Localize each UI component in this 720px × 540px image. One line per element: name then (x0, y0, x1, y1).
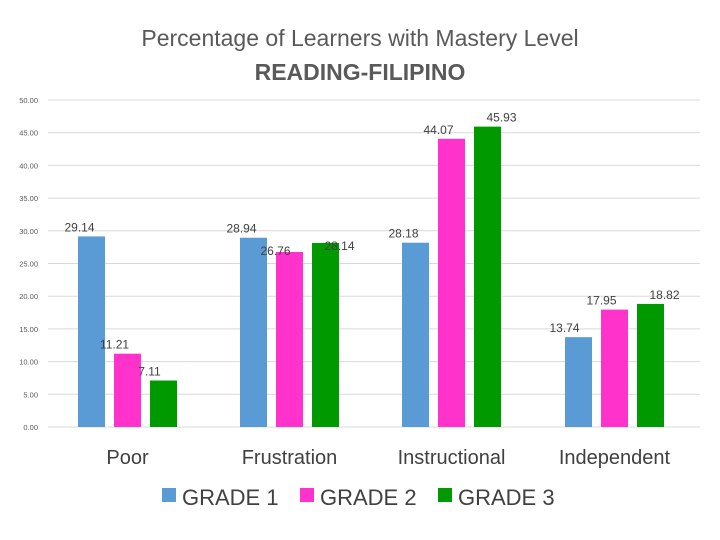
x-tick-label: Independent (559, 447, 671, 469)
bar-grade-1-independent (565, 337, 592, 427)
bar-grade-2-instructional (438, 138, 465, 427)
y-tick-label: 35.00 (19, 194, 38, 203)
legend-swatch (300, 488, 314, 502)
y-tick-label: 40.00 (19, 161, 38, 170)
legend: GRADE 1 GRADE 2 GRADE 3 (162, 485, 555, 510)
chart-title-line2: READING-FILIPINO (255, 59, 466, 85)
y-axis-ticks: 0.00 5.00 10.00 15.00 20.00 25.00 30.00 35.00 40… (19, 96, 38, 432)
y-tick-label: 15.00 (19, 325, 38, 334)
bar-grade-2-poor (114, 353, 141, 427)
data-label: 11.21 (100, 338, 129, 352)
data-label: 7.11 (138, 365, 161, 379)
legend-swatch (162, 488, 176, 502)
bar-grade-3-independent (637, 303, 664, 427)
data-label: 17.95 (586, 294, 616, 308)
bar-grade-2-frustration (276, 251, 303, 427)
x-tick-label: Frustration (242, 447, 338, 469)
bar-grade-1-poor (78, 236, 105, 427)
chart-title-line1: Percentage of Learners with Mastery Leve… (141, 25, 578, 51)
data-label: 13.74 (549, 321, 579, 335)
bar-grade-3-instructional (474, 126, 501, 427)
data-label: 28.94 (226, 222, 256, 236)
data-label: 28.18 (388, 227, 418, 241)
x-axis-ticks: Poor Frustration Instructional Independent (106, 447, 670, 469)
legend-label: GRADE 2 (320, 485, 417, 510)
bars (78, 126, 664, 427)
legend-label: GRADE 3 (458, 485, 555, 510)
legend-label: GRADE 1 (182, 485, 279, 510)
y-tick-label: 5.00 (23, 390, 38, 399)
x-tick-label: Poor (106, 447, 149, 469)
y-tick-label: 25.00 (19, 260, 38, 269)
y-tick-label: 50.00 (19, 96, 38, 105)
bar-grade-1-instructional (402, 242, 429, 427)
y-tick-label: 10.00 (19, 358, 38, 367)
legend-swatch (438, 488, 452, 502)
data-label: 28.14 (324, 239, 354, 253)
data-label: 29.14 (64, 220, 94, 234)
data-label: 18.82 (649, 288, 679, 302)
data-labels: 29.14 28.94 28.18 13.74 11.21 26.76 44.07 17.95… (64, 111, 679, 379)
y-tick-label: 0.00 (23, 423, 38, 432)
data-label: 44.07 (423, 123, 453, 137)
data-label: 45.93 (486, 111, 516, 125)
y-tick-label: 45.00 (19, 129, 38, 138)
x-tick-label: Instructional (398, 447, 506, 469)
y-tick-label: 20.00 (19, 292, 38, 301)
bar-grade-3-poor (150, 380, 177, 427)
bar-grade-2-independent (601, 309, 628, 427)
y-tick-label: 30.00 (19, 227, 38, 236)
bar-grade-3-frustration (312, 242, 339, 427)
bar-grade-1-frustration (240, 237, 267, 427)
data-label: 26.76 (260, 244, 290, 258)
